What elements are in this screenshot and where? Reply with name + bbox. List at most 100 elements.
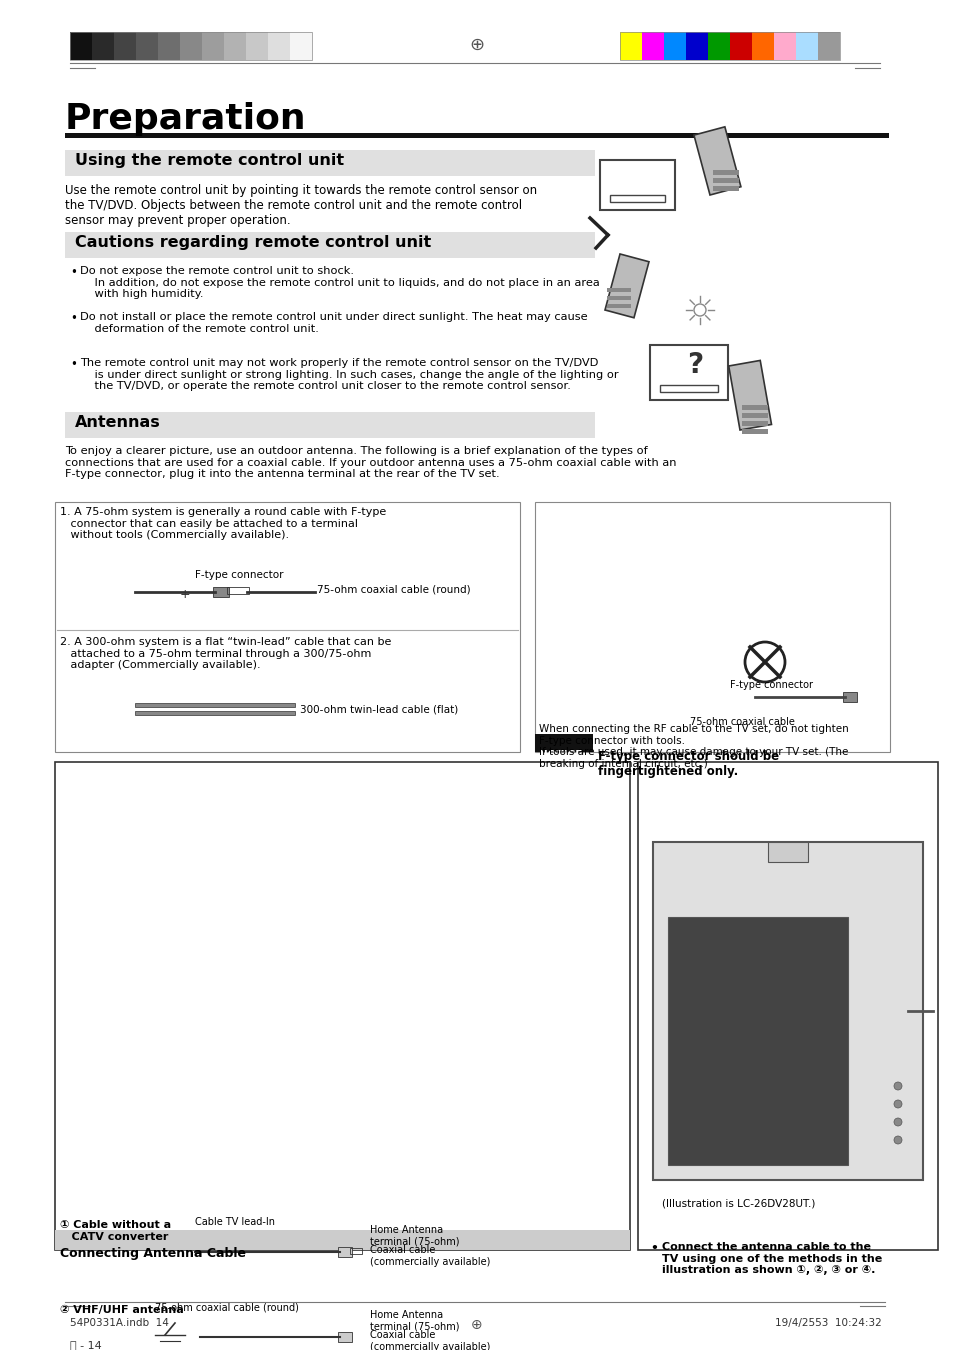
Bar [91,32,113,59]
Bar [55,761,629,1250]
Bar [606,296,630,300]
Bar [767,842,807,863]
Bar [65,134,888,138]
Bar [535,502,889,752]
Bar [641,32,663,59]
Bar [609,194,664,202]
Text: 75-ohm coaxial cable (round): 75-ohm coaxial cable (round) [316,585,470,594]
Bar [268,32,290,59]
Bar [135,703,294,707]
Bar [606,304,630,308]
Circle shape [893,1135,901,1143]
Bar [842,693,856,702]
Bar [619,32,641,59]
Bar [729,32,751,59]
Bar [180,32,202,59]
Bar [712,186,739,190]
Text: Preparation: Preparation [65,103,306,136]
Text: Coaxial cable
(commercially available): Coaxial cable (commercially available) [370,1330,490,1350]
Bar [290,32,312,59]
Bar [224,32,246,59]
Text: 75-ohm coaxial cable: 75-ohm coaxial cable [689,717,794,728]
Bar [65,150,595,176]
Bar [136,32,158,59]
Bar [70,32,312,59]
Text: •: • [649,1242,658,1256]
Text: To enjoy a clearer picture, use an outdoor antenna. The following is a brief exp: To enjoy a clearer picture, use an outdo… [65,446,676,479]
Text: 19/4/2553  10:24:32: 19/4/2553 10:24:32 [775,1318,882,1328]
Bar [638,761,937,1250]
Bar [213,587,229,597]
Bar [202,32,224,59]
Bar [135,711,294,716]
Text: F-type connector: F-type connector [729,680,812,690]
Bar [599,161,675,211]
Bar [817,32,840,59]
Bar [55,1230,629,1250]
Bar [741,413,767,418]
Text: F-type connector: F-type connector [194,570,283,580]
Bar [712,178,739,184]
Bar [667,917,847,1165]
Text: Coaxial cable
(commercially available): Coaxial cable (commercially available) [370,1245,490,1266]
Bar [728,360,771,431]
Text: 2. A 300-ohm system is a flat “twin-lead” cable that can be
   attached to a 75-: 2. A 300-ohm system is a flat “twin-lead… [60,637,391,670]
Bar [741,429,767,433]
Bar [65,232,595,258]
Bar [606,288,630,292]
Bar [663,32,685,59]
Circle shape [693,304,705,316]
Text: •: • [70,312,77,325]
Text: F-type connector should be
fingertightened only.: F-type connector should be fingertighten… [598,751,779,778]
Text: •: • [70,266,77,279]
Text: ⓔ - 14: ⓔ - 14 [70,1341,102,1350]
Bar [693,127,740,194]
Bar [773,32,795,59]
Bar [707,32,729,59]
Text: Home Antenna
terminal (75-ohm): Home Antenna terminal (75-ohm) [370,1224,459,1246]
Bar [227,587,249,594]
Bar [659,385,718,391]
Text: 1. A 75-ohm system is generally a round cable with F-type
   connector that can : 1. A 75-ohm system is generally a round … [60,508,386,540]
Bar [113,32,136,59]
Bar [55,502,519,752]
Bar [350,1247,361,1254]
Text: The remote control unit may not work properly if the remote control sensor on th: The remote control unit may not work pro… [80,358,618,391]
Text: Use the remote control unit by pointing it towards the remote control sensor on
: Use the remote control unit by pointing … [65,184,537,227]
Bar [741,405,767,410]
Bar [337,1247,352,1257]
Bar [337,1332,352,1342]
Text: When connecting the RF cable to the TV set, do not tighten
F-type connector with: When connecting the RF cable to the TV s… [538,724,848,768]
Text: 75-ohm coaxial cable (round): 75-ohm coaxial cable (round) [154,1301,298,1312]
Bar [246,32,268,59]
Bar [70,32,91,59]
Text: ?: ? [686,351,702,379]
Text: Connect the antenna cable to the
TV using one of the methods in the
illustration: Connect the antenna cable to the TV usin… [661,1242,882,1276]
Text: 300-ohm twin-lead cable (flat): 300-ohm twin-lead cable (flat) [299,705,457,716]
Text: 54P0331A.indb  14: 54P0331A.indb 14 [70,1318,169,1328]
Bar [795,32,817,59]
Text: Do not expose the remote control unit to shock.
    In addition, do not expose t: Do not expose the remote control unit to… [80,266,599,300]
Bar [712,170,739,176]
Bar [741,421,767,427]
Bar [604,254,648,317]
Text: ⊕: ⊕ [471,1318,482,1332]
Text: Cable TV lead-In: Cable TV lead-In [194,1216,274,1227]
Text: ② VHF/UHF antenna: ② VHF/UHF antenna [60,1305,184,1315]
Bar [751,32,773,59]
Text: Cautions regarding remote control unit: Cautions regarding remote control unit [75,235,431,250]
Text: (Illustration is LC-26DV28UT.): (Illustration is LC-26DV28UT.) [661,1197,815,1208]
Circle shape [893,1118,901,1126]
Text: Antennas: Antennas [75,414,161,431]
Bar [65,412,595,437]
Bar [619,32,840,59]
Bar [649,346,727,400]
Bar [158,32,180,59]
Bar [535,734,593,752]
Text: ⊕: ⊕ [469,36,484,54]
Text: Connecting Antenna Cable: Connecting Antenna Cable [60,1247,246,1260]
Text: +: + [179,587,190,601]
Text: ① Cable without a
   CATV converter: ① Cable without a CATV converter [60,1220,171,1242]
Text: Using the remote control unit: Using the remote control unit [75,153,344,167]
Bar [685,32,707,59]
